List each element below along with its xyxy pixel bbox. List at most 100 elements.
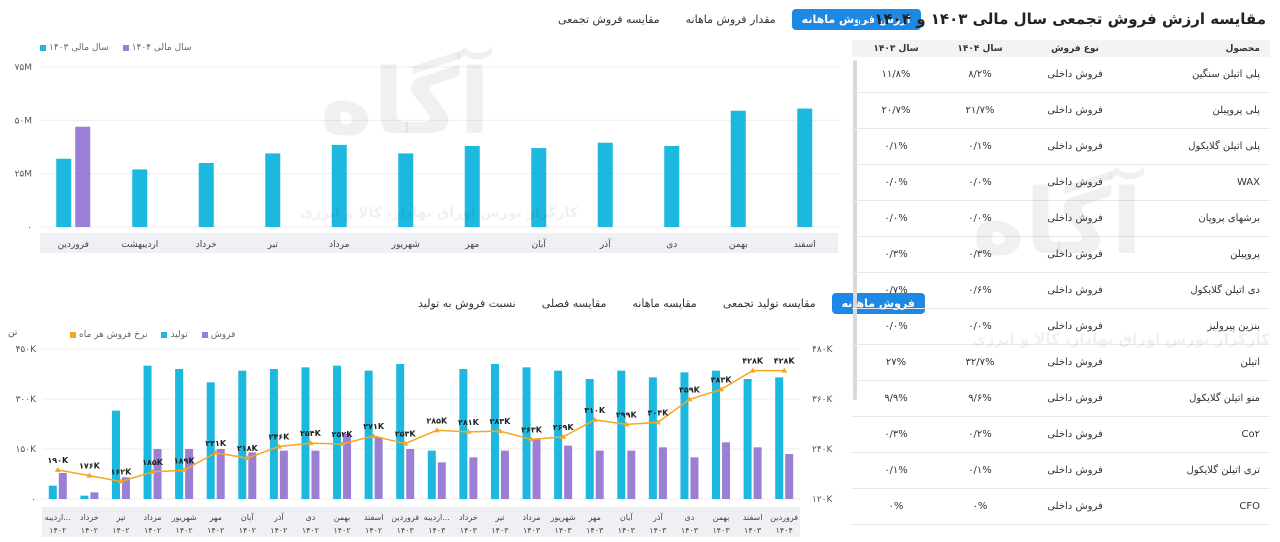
production-bar bbox=[775, 377, 784, 499]
production-bar bbox=[427, 450, 436, 499]
x-tick-label: بهمن bbox=[334, 513, 351, 522]
cell-year-1403: ۰/۳% bbox=[884, 249, 908, 260]
table-row[interactable]: پلی اتیلن گلایکول فروش داخلی ۰/۱% ۰/۱% bbox=[852, 129, 1270, 165]
header-product[interactable]: محصول bbox=[1225, 43, 1260, 54]
table-row[interactable]: پلی اتیلن سنگین فروش داخلی ۸/۲% ۱۱/۸% bbox=[852, 57, 1270, 93]
cell-product: پلی اتیلن گلایکول bbox=[1188, 141, 1260, 152]
price-point bbox=[654, 419, 661, 425]
tab-cumulative-sales[interactable]: مقایسه فروش تجمعی bbox=[558, 13, 660, 26]
sales-bar bbox=[153, 449, 162, 499]
header-sale-type[interactable]: نوع فروش bbox=[1051, 43, 1099, 54]
legend-item-production[interactable]: تولید bbox=[161, 330, 188, 340]
production-bar bbox=[459, 369, 468, 499]
x-tick-label: مرداد bbox=[523, 513, 541, 522]
sales-bar bbox=[627, 450, 636, 499]
tab-monthly-sales-value[interactable]: ارزش فروش ماهانه bbox=[791, 9, 921, 30]
table-row[interactable]: WAX فروش داخلی ۰/۰% ۰/۰% bbox=[852, 165, 1270, 201]
cell-year-1403: ۱۱/۸% bbox=[881, 69, 911, 80]
tab-cumulative-production[interactable]: مقایسه تولید تجمعی bbox=[722, 297, 816, 310]
cell-product: بنزین پیرولیز bbox=[1207, 321, 1260, 332]
x-tick-year-label: ۱۴۰۳ bbox=[460, 526, 478, 535]
table-row[interactable]: تری اتیلن گلایکول فروش داخلی ۰/۱% ۰/۱% bbox=[852, 453, 1270, 489]
table-row[interactable]: دی اتیلن گلایکول فروش داخلی ۰/۶% ۰/۷% bbox=[852, 273, 1270, 309]
price-point bbox=[339, 441, 346, 446]
production-bar bbox=[364, 370, 373, 499]
cell-sale-type: فروش داخلی bbox=[1047, 177, 1103, 188]
legend-item-price[interactable]: نرخ فروش هر ماه bbox=[70, 330, 147, 340]
table-row[interactable]: پلی پروپیلن فروش داخلی ۲۱/۷% ۲۰/۷% bbox=[852, 93, 1270, 129]
legend-item-1403[interactable]: سال مالی ۱۴۰۳ bbox=[40, 43, 109, 53]
legend-label: تولید bbox=[170, 330, 188, 340]
production-bar bbox=[111, 410, 120, 499]
cell-year-1403: ۰/۰% bbox=[884, 321, 908, 332]
legend-swatch-blue bbox=[161, 331, 168, 338]
tab-monthly-sales-quantity[interactable]: مقدار فروش ماهانه bbox=[685, 13, 776, 26]
bar-1403 bbox=[331, 144, 347, 227]
y-right-tick-label: ۱۲۰K bbox=[812, 495, 834, 505]
sales-bar bbox=[722, 442, 731, 499]
x-tick-year-label: ۱۴۰۳ bbox=[744, 526, 762, 535]
price-point bbox=[149, 468, 156, 474]
export-icon[interactable] bbox=[858, 14, 870, 26]
table-row[interactable]: منو اتیلن گلایکول فروش داخلی ۹/۶% ۹/۹% bbox=[852, 381, 1270, 417]
tab-sales-to-production[interactable]: نسبت فروش به تولید bbox=[418, 297, 516, 310]
bar-1403 bbox=[265, 153, 281, 227]
table-header: محصول نوع فروش سال ۱۴۰۴ سال ۱۴۰۳ bbox=[852, 40, 1270, 57]
y-left-tick-label: ۱۵۰K bbox=[16, 445, 38, 455]
cell-product: دی اتیلن گلایکول bbox=[1190, 285, 1260, 296]
x-tick-label: مهر bbox=[588, 513, 601, 522]
y-tick-label: ۰ bbox=[27, 223, 32, 233]
cell-year-1404: ۰/۰% bbox=[968, 213, 992, 224]
production-bar bbox=[522, 367, 531, 499]
table-row[interactable]: اتیلن فروش داخلی ۳۲/۷% ۲۷% bbox=[852, 345, 1270, 381]
x-tick-year-label: ۱۴۰۳ bbox=[491, 526, 509, 535]
legend-item-1404[interactable]: سال مالی ۱۴۰۴ bbox=[122, 43, 191, 53]
table-scrollbar[interactable] bbox=[853, 60, 857, 400]
legend-swatch-orange bbox=[70, 331, 76, 338]
header-year-1404[interactable]: سال ۱۴۰۴ bbox=[957, 43, 1003, 54]
sales-bar bbox=[753, 447, 762, 499]
legend-label: نرخ فروش هر ماه bbox=[79, 330, 148, 340]
sales-bar bbox=[58, 473, 67, 499]
monthly-sales-production-chart: تن ۴۵۰K ۳۰۰K ۱۵۰K ۰ ۴۸۰K ۳۶۰K ۲۴۰K ۱۲۰K اردیبه...… bbox=[8, 328, 834, 537]
y-right-tick-label: ۳۶۰K bbox=[812, 395, 834, 405]
tab-seasonal-compare[interactable]: مقایسه فصلی bbox=[541, 297, 607, 310]
cell-sale-type: فروش داخلی bbox=[1047, 321, 1103, 332]
x-tick-year-label: ۱۴۰۲ bbox=[112, 526, 129, 535]
sales-bar bbox=[374, 437, 383, 499]
x-tick-label: بهمن bbox=[729, 240, 748, 250]
table-row[interactable]: Co۲ فروش داخلی ۰/۲% ۰/۳% bbox=[852, 417, 1270, 453]
cell-year-1403: ۰/۰% bbox=[884, 177, 908, 188]
table-row[interactable]: بنزین پیرولیز فروش داخلی ۰/۰% ۰/۰% bbox=[852, 309, 1270, 345]
price-data-label: ۳۱۰K bbox=[584, 406, 606, 415]
table-row[interactable]: CFO فروش داخلی ۰% ۰% bbox=[852, 489, 1270, 525]
y-left-tick-label: ۴۵۰K bbox=[16, 345, 38, 355]
x-tick-year-label: ۱۴۰۲ bbox=[302, 526, 319, 535]
table-row[interactable]: پروپیلن فروش داخلی ۰/۳% ۰/۳% bbox=[852, 237, 1270, 273]
tab-monthly-compare[interactable]: مقایسه ماهانه bbox=[632, 297, 697, 310]
legend-item-sales[interactable]: فروش bbox=[201, 330, 235, 340]
price-point bbox=[181, 467, 188, 473]
price-data-label: ۴۲۸K bbox=[774, 357, 796, 366]
cell-year-1403: ۲۰/۷% bbox=[881, 105, 911, 116]
price-point bbox=[591, 416, 598, 422]
cell-product: پروپیلن bbox=[1230, 249, 1260, 260]
bar-1403 bbox=[797, 108, 813, 227]
cell-year-1404: ۲۱/۷% bbox=[965, 105, 995, 116]
price-point bbox=[560, 433, 567, 439]
table-row[interactable]: برشهای پروپان فروش داخلی ۰/۰% ۰/۰% bbox=[852, 201, 1270, 237]
price-point bbox=[275, 443, 282, 449]
x-tick-label: فروردین bbox=[391, 513, 419, 522]
bar-1403 bbox=[198, 163, 214, 227]
cell-year-1403: ۰/۱% bbox=[884, 141, 908, 152]
x-tick-label: تیر bbox=[494, 513, 504, 522]
x-tick-label: شهریور bbox=[391, 240, 420, 250]
right-panel: مقایسه ارزش فروش تجمعی سال مالی ۱۴۰۳ و ۱… bbox=[852, 0, 1280, 542]
cell-year-1404: ۰/۰% bbox=[968, 177, 992, 188]
price-data-label: ۲۷۱K bbox=[363, 422, 385, 431]
x-tick-label: دی bbox=[666, 240, 677, 250]
bar-1403 bbox=[464, 145, 480, 227]
price-data-label: ۱۸۹K bbox=[174, 456, 196, 465]
price-point bbox=[307, 440, 314, 446]
header-year-1403[interactable]: سال ۱۴۰۳ bbox=[873, 43, 919, 54]
